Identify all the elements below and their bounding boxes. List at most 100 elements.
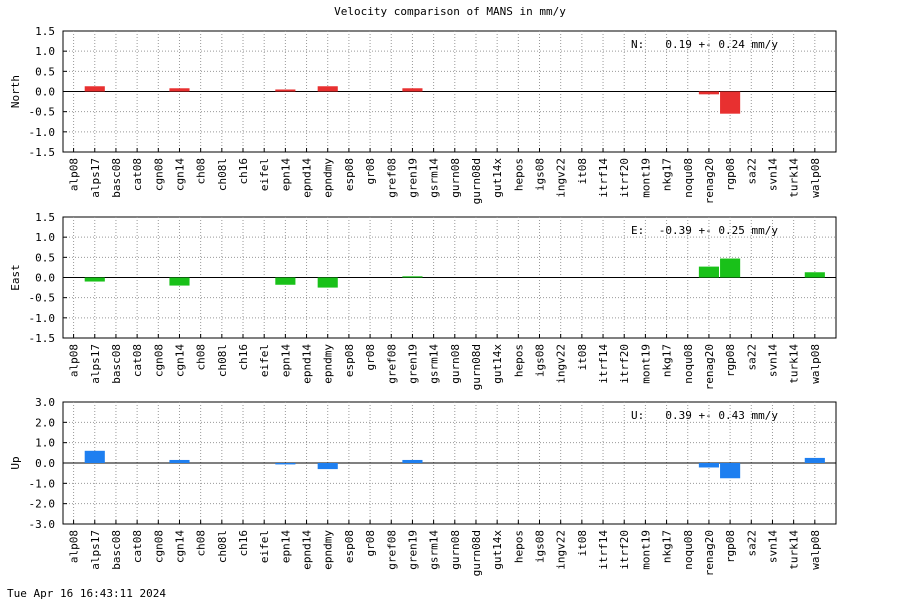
x-tick-label: cat08 [131, 344, 144, 377]
bar-rgp08 [720, 91, 741, 114]
x-tick-label: cat08 [131, 158, 144, 191]
y-tick-label: 0.0 [35, 457, 55, 470]
x-tick-label: basc08 [110, 158, 123, 198]
x-tick-label: alp08 [68, 344, 81, 377]
x-tick-label: svn14 [766, 344, 779, 377]
bar-renag20 [698, 266, 719, 278]
x-tick-label: hepos [512, 158, 525, 191]
y-tick-label: 0.5 [35, 251, 55, 264]
y-tick-label: 0.0 [35, 272, 55, 285]
x-tick-label: noqu08 [682, 344, 695, 384]
y-tick-label: -1.5 [29, 332, 56, 345]
bar-epndmy [317, 463, 338, 470]
y-axis-label: North [9, 75, 22, 108]
y-tick-label: 0.5 [35, 65, 55, 78]
x-tick-label: gr08 [364, 530, 377, 557]
x-tick-label: mont19 [639, 344, 652, 384]
x-tick-label: nkg17 [661, 530, 674, 563]
x-tick-label: gurn08d [470, 158, 483, 204]
bar-epndmy [317, 86, 338, 92]
x-tick-label: svn14 [766, 530, 779, 563]
x-tick-label: ch08l [216, 530, 229, 563]
x-tick-label: walp08 [809, 158, 822, 198]
bar-renag20 [698, 91, 719, 95]
x-tick-label: epn14 [279, 530, 292, 563]
x-tick-label: mont19 [639, 530, 652, 570]
x-tick-label: epndmy [322, 530, 335, 570]
x-tick-label: eifel [258, 158, 271, 191]
x-tick-label: gurn08 [449, 158, 462, 198]
x-tick-label: epnd14 [301, 530, 314, 570]
x-tick-label: noqu08 [682, 530, 695, 570]
x-tick-label: gref08 [385, 530, 398, 570]
bar-cgn14 [169, 459, 190, 463]
x-tick-label: basc08 [110, 344, 123, 384]
y-tick-label: 1.0 [35, 231, 55, 244]
footer-timestamp: Tue Apr 16 16:43:11 2024 [7, 587, 166, 600]
y-tick-label: -0.5 [29, 292, 56, 305]
x-tick-label: alp08 [68, 158, 81, 191]
bar-rgp08 [720, 258, 741, 278]
x-tick-label: itrf20 [618, 344, 631, 384]
x-tick-label: gren19 [406, 158, 419, 198]
x-tick-label: gren19 [406, 530, 419, 570]
x-tick-label: epnd14 [301, 158, 314, 198]
bar-gren19 [402, 276, 423, 278]
x-tick-label: itrf14 [597, 344, 610, 384]
x-tick-label: turk14 [788, 344, 801, 384]
y-tick-label: 1.0 [35, 437, 55, 450]
bar-cgn14 [169, 277, 190, 286]
x-tick-label: alps17 [89, 344, 102, 384]
x-tick-label: turk14 [788, 158, 801, 198]
x-tick-label: cgn08 [152, 158, 165, 191]
x-tick-label: sa22 [745, 344, 758, 371]
x-tick-label: turk14 [788, 530, 801, 570]
x-tick-label: igs08 [534, 530, 547, 563]
x-tick-label: alps17 [89, 158, 102, 198]
x-tick-label: gref08 [385, 158, 398, 198]
x-tick-label: gref08 [385, 344, 398, 384]
x-tick-label: walp08 [809, 530, 822, 570]
x-tick-label: renag20 [703, 158, 716, 204]
y-tick-label: -1.0 [29, 312, 56, 325]
x-tick-label: esp08 [343, 158, 356, 191]
x-tick-label: ch08 [195, 530, 208, 557]
x-tick-label: basc08 [110, 530, 123, 570]
x-tick-label: mont19 [639, 158, 652, 198]
x-tick-label: eifel [258, 530, 271, 563]
x-tick-label: hepos [512, 530, 525, 563]
x-tick-label: gut14x [491, 158, 504, 198]
x-tick-label: cgn14 [173, 158, 186, 191]
x-tick-label: ch16 [237, 158, 250, 185]
x-tick-label: it08 [576, 158, 589, 185]
x-tick-label: noqu08 [682, 158, 695, 198]
x-tick-label: sa22 [745, 158, 758, 185]
x-tick-label: cgn14 [173, 344, 186, 377]
x-tick-label: itrf20 [618, 530, 631, 570]
bar-epn14 [275, 89, 296, 92]
bar-alps17 [84, 277, 105, 282]
x-tick-label: rgp08 [724, 158, 737, 191]
x-tick-label: ch16 [237, 530, 250, 557]
y-tick-label: -1.5 [29, 146, 56, 159]
x-tick-label: cgn08 [152, 530, 165, 563]
y-tick-label: 0.0 [35, 86, 55, 99]
x-tick-label: gsrm14 [428, 344, 441, 384]
x-tick-label: nkg17 [661, 158, 674, 191]
x-tick-label: alp08 [68, 530, 81, 563]
bar-rgp08 [720, 463, 741, 479]
stat-label: N: [631, 38, 644, 51]
y-tick-label: 1.0 [35, 45, 55, 58]
bar-epn14 [275, 463, 296, 465]
y-tick-label: -2.0 [29, 498, 56, 511]
bar-renag20 [698, 463, 719, 468]
x-tick-label: epn14 [279, 158, 292, 191]
y-tick-label: -3.0 [29, 518, 56, 531]
x-tick-label: cgn14 [173, 530, 186, 563]
x-tick-label: hepos [512, 344, 525, 377]
x-tick-label: itrf14 [597, 158, 610, 198]
x-tick-label: ch08 [195, 158, 208, 185]
x-tick-label: gsrm14 [428, 158, 441, 198]
x-tick-label: nkg17 [661, 344, 674, 377]
